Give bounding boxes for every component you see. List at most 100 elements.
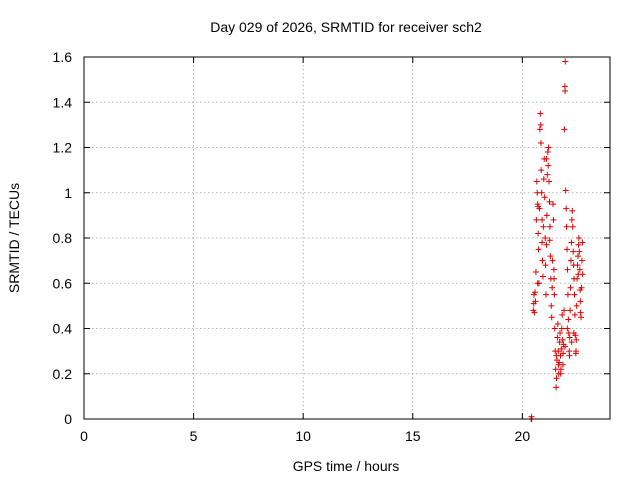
data-point-marker (549, 257, 556, 264)
data-point-marker (545, 144, 552, 151)
data-point-marker (532, 289, 539, 296)
data-point-marker (539, 239, 546, 246)
data-point-marker (548, 302, 555, 309)
data-point-marker (573, 336, 580, 343)
data-point-marker (551, 325, 558, 332)
data-point-marker (564, 246, 571, 253)
data-point-marker (533, 216, 540, 223)
data-point-marker (569, 207, 576, 214)
data-point-marker (539, 216, 546, 223)
data-point-marker (544, 171, 551, 178)
data-point-marker (557, 330, 564, 337)
data-point-marker (558, 325, 565, 332)
data-point-marker (543, 155, 550, 162)
data-point-marker (566, 352, 573, 359)
data-point-marker (553, 375, 560, 382)
data-point-marker (546, 198, 553, 205)
data-point-marker (578, 314, 585, 321)
data-point-marker (535, 203, 542, 210)
data-point-marker (551, 275, 558, 282)
data-point-marker (538, 167, 545, 174)
data-point-marker (537, 110, 544, 117)
data-points (528, 58, 586, 422)
data-point-marker (561, 126, 568, 133)
plot-frame (83, 56, 611, 420)
data-point-marker (539, 257, 546, 264)
data-point-marker (557, 370, 564, 377)
data-point-marker (570, 330, 577, 337)
data-point-marker (573, 302, 580, 309)
data-point-marker (562, 343, 569, 350)
data-point-marker (539, 273, 546, 280)
data-point-marker (538, 189, 545, 196)
data-point-marker (537, 139, 544, 146)
data-point-marker (543, 241, 550, 248)
data-point-marker (550, 216, 557, 223)
data-point-marker (564, 325, 571, 332)
x-tick-label: 10 (295, 428, 311, 444)
data-point-marker (562, 87, 569, 94)
data-point-marker (550, 201, 557, 208)
y-tick-label: 1.4 (53, 94, 73, 110)
data-point-marker (578, 257, 585, 264)
data-point-marker (560, 350, 567, 357)
y-tick-label: 0.4 (53, 321, 73, 337)
data-point-marker (565, 330, 572, 337)
data-point-marker (566, 334, 573, 341)
data-point-marker (567, 307, 574, 314)
data-point-marker (552, 366, 559, 373)
data-point-marker (533, 178, 540, 185)
data-point-marker (576, 248, 583, 255)
y-tick-label: 1.2 (53, 140, 73, 156)
data-point-marker (567, 284, 574, 291)
data-point-marker (550, 266, 557, 273)
chart-title: Day 029 of 2026, SRMTID for receiver sch… (210, 19, 482, 35)
data-point-marker (564, 291, 571, 298)
data-point-marker (565, 316, 572, 323)
data-point-marker (535, 246, 542, 253)
data-point-marker (532, 268, 539, 275)
data-point-marker (579, 239, 586, 246)
axis-ticks (83, 56, 610, 420)
data-point-marker (574, 262, 581, 269)
data-point-marker (540, 176, 547, 183)
data-point-marker (546, 237, 553, 244)
data-point-marker (558, 345, 565, 352)
y-tick-label: 0.8 (53, 230, 73, 246)
data-point-marker (571, 311, 578, 318)
y-tick-label: 0 (64, 411, 72, 427)
data-point-marker (556, 339, 563, 346)
data-point-marker (536, 126, 543, 133)
data-point-marker (551, 291, 558, 298)
data-point-marker (546, 178, 553, 185)
data-point-marker (543, 291, 550, 298)
data-point-marker (534, 280, 541, 287)
data-point-marker (532, 298, 539, 305)
data-point-marker (568, 339, 575, 346)
x-tick-label: 20 (515, 428, 531, 444)
data-point-marker (535, 230, 542, 237)
data-point-marker (546, 223, 553, 230)
y-tick-label: 0.6 (53, 275, 73, 291)
data-point-marker (567, 257, 574, 264)
data-point-marker (545, 162, 552, 169)
data-point-marker (543, 212, 550, 219)
data-point-marker (542, 235, 549, 241)
data-point-marker (559, 336, 566, 343)
data-point-marker (577, 298, 584, 305)
data-point-marker (573, 348, 580, 355)
data-point-marker (531, 309, 538, 316)
data-point-marker (547, 253, 554, 260)
data-point-marker (553, 384, 560, 391)
data-point-marker (553, 352, 560, 359)
data-point-marker (575, 253, 582, 260)
tick-labels: 0 5 10 15 20 0 0.2 0.4 0.6 0.8 1 1.2 1.4 1.6 (53, 49, 531, 444)
data-point-marker (574, 275, 581, 282)
data-point-marker (563, 205, 570, 212)
data-point-marker (575, 241, 582, 248)
data-point-marker (541, 194, 548, 201)
y-tick-label: 1.6 (53, 49, 73, 65)
data-point-marker (554, 320, 561, 327)
x-tick-label: 5 (190, 428, 198, 444)
